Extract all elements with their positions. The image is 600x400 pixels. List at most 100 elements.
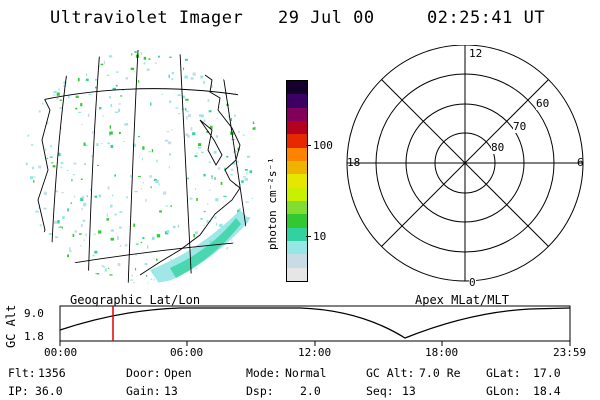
emission-pixel bbox=[98, 65, 100, 68]
emission-pixel bbox=[146, 68, 150, 71]
emission-pixel bbox=[53, 90, 57, 94]
emission-pixel bbox=[92, 254, 95, 257]
orbit-ytick-low: 1.8 bbox=[24, 330, 44, 343]
emission-pixel bbox=[70, 202, 73, 204]
mlt-label-0: 0 bbox=[469, 276, 476, 289]
emission-pixel bbox=[36, 228, 38, 230]
dsp-value: 2.0 bbox=[300, 384, 321, 398]
emission-pixel bbox=[135, 253, 137, 256]
emission-pixel bbox=[67, 94, 70, 99]
emission-pixel bbox=[249, 170, 253, 174]
emission-pixel bbox=[143, 62, 146, 65]
emission-pixel bbox=[246, 275, 249, 277]
emission-pixel bbox=[206, 131, 209, 133]
emission-pixel bbox=[78, 111, 82, 113]
emission-pixel bbox=[96, 143, 99, 146]
emission-pixel bbox=[81, 195, 85, 199]
emission-pixel bbox=[54, 220, 58, 224]
emission-pixel bbox=[262, 225, 263, 229]
emission-pixel bbox=[203, 173, 206, 177]
emission-pixel bbox=[107, 142, 110, 145]
colorbar-segment bbox=[287, 107, 307, 122]
emission-pixel bbox=[80, 245, 82, 247]
emission-pixel bbox=[32, 102, 36, 104]
colorbar-segment bbox=[287, 121, 307, 135]
emission-pixel bbox=[147, 284, 149, 287]
emission-pixel bbox=[226, 247, 229, 251]
emission-pixel bbox=[169, 100, 172, 104]
emission-pixel bbox=[238, 131, 240, 133]
emission-pixel bbox=[60, 256, 62, 259]
emission-pixel bbox=[32, 57, 36, 59]
emission-pixel bbox=[51, 162, 54, 164]
emission-pixel bbox=[28, 225, 31, 227]
emission-pixel bbox=[43, 191, 47, 196]
instrument-title: Ultraviolet Imager bbox=[50, 8, 244, 28]
glat-label: GLat: bbox=[486, 366, 521, 380]
emission-pixel bbox=[230, 118, 232, 122]
emission-pixel bbox=[44, 66, 47, 68]
emission-pixel bbox=[147, 282, 149, 284]
emission-pixel bbox=[203, 210, 206, 213]
emission-pixel bbox=[239, 183, 241, 185]
emission-pixel bbox=[72, 233, 75, 237]
emission-pixel bbox=[140, 188, 143, 190]
emission-pixel bbox=[185, 98, 189, 101]
emission-pixel bbox=[182, 95, 186, 99]
emission-pixel bbox=[219, 63, 223, 65]
emission-pixel bbox=[43, 207, 47, 210]
emission-pixel bbox=[103, 60, 106, 65]
emission-pixel bbox=[38, 110, 41, 113]
emission-pixel bbox=[250, 85, 253, 87]
emission-pixel bbox=[91, 155, 94, 158]
emission-pixel bbox=[90, 188, 91, 191]
emission-pixel bbox=[192, 132, 196, 136]
door-value: Open bbox=[164, 366, 192, 380]
emission-pixel bbox=[246, 155, 251, 158]
emission-pixel bbox=[124, 123, 127, 126]
emission-pixel bbox=[142, 146, 145, 150]
emission-pixel bbox=[125, 77, 128, 80]
emission-pixel bbox=[38, 206, 40, 210]
emission-pixel bbox=[40, 282, 42, 284]
colorbar-segment bbox=[287, 161, 307, 175]
ip-label: IP: bbox=[8, 384, 29, 398]
colorbar-tick-10: 10 bbox=[313, 230, 327, 243]
emission-pixel bbox=[110, 144, 114, 149]
emission-pixel bbox=[244, 77, 248, 81]
emission-pixel bbox=[164, 139, 169, 142]
emission-pixel bbox=[100, 63, 104, 66]
ip-value: 36.0 bbox=[35, 384, 63, 398]
emission-pixel bbox=[97, 164, 99, 166]
emission-pixel bbox=[163, 191, 167, 195]
emission-pixel bbox=[81, 207, 83, 211]
emission-pixel bbox=[197, 147, 200, 149]
emission-pixel bbox=[50, 278, 54, 280]
emission-pixel bbox=[165, 205, 168, 207]
emission-pixel bbox=[26, 134, 30, 137]
date-label: 29 Jul 00 bbox=[278, 8, 375, 28]
emission-pixel bbox=[199, 146, 202, 149]
emission-pixel bbox=[257, 267, 261, 271]
emission-pixel bbox=[115, 84, 118, 87]
geo-caption: Geographic Lat/Lon bbox=[70, 293, 201, 307]
emission-pixel bbox=[251, 197, 253, 199]
emission-pixel bbox=[95, 86, 97, 89]
emission-pixel bbox=[77, 77, 80, 82]
emission-pixel bbox=[138, 79, 140, 83]
emission-pixel bbox=[149, 175, 153, 178]
emission-pixel bbox=[50, 53, 52, 57]
emission-pixel bbox=[260, 51, 262, 54]
emission-pixel bbox=[243, 176, 247, 178]
emission-pixel bbox=[166, 131, 170, 133]
emission-pixel bbox=[57, 220, 60, 224]
emission-pixel bbox=[67, 61, 71, 66]
gcalt-label: GC Alt: bbox=[366, 366, 415, 380]
emission-pixel bbox=[214, 283, 216, 284]
emission-pixel bbox=[215, 135, 218, 138]
emission-pixel bbox=[63, 81, 67, 85]
emission-pixel bbox=[158, 55, 160, 58]
emission-pixel bbox=[186, 116, 188, 120]
mlt-label-12: 12 bbox=[469, 47, 483, 60]
orbit-ytick-high: 9.0 bbox=[24, 307, 44, 320]
